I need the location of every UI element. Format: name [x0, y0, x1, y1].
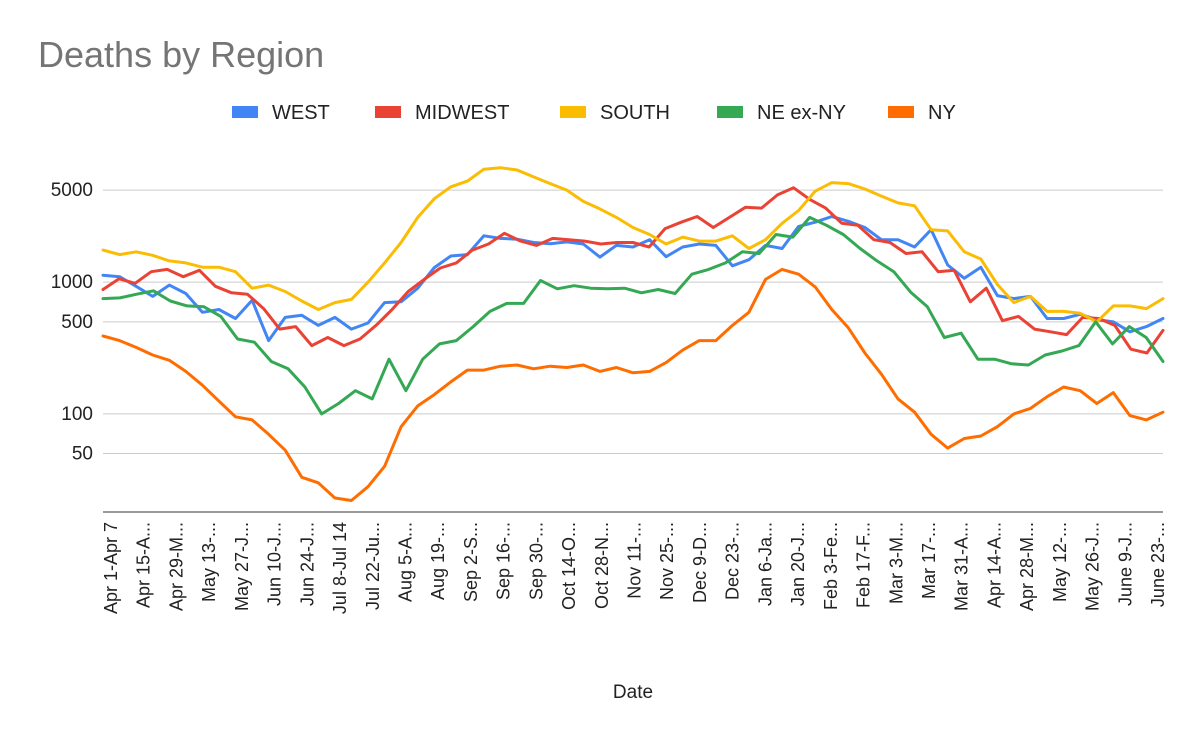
- x-tick-label: Feb 3-Fe...: [821, 522, 841, 610]
- x-tick-label: Nov 25-...: [657, 522, 677, 600]
- x-tick-label: Feb 17-F...: [854, 522, 874, 608]
- x-tick-label: Jul 8-Jul 14: [330, 522, 350, 614]
- x-tick-label: Aug 19-...: [428, 522, 448, 600]
- x-tick-label: May 27-J...: [232, 522, 252, 611]
- x-tick-label: Oct 14-O...: [559, 522, 579, 610]
- series-layer: [101, 166, 1165, 502]
- x-tick-label: May 26-J...: [1083, 522, 1103, 611]
- y-tick-label: 100: [61, 404, 93, 425]
- series-line-ny: [101, 267, 1165, 502]
- series-line-midwest: [101, 186, 1165, 355]
- x-tick-label: Apr 28-M...: [1017, 522, 1037, 611]
- legend-item-west: WEST: [232, 102, 330, 124]
- legend-swatch: [717, 106, 743, 118]
- legend-label: SOUTH: [600, 102, 670, 124]
- y-tick-label: 500: [61, 312, 93, 333]
- legend-item-south: SOUTH: [560, 102, 670, 124]
- x-axis-ticks: Apr 1-Apr 7 Apr 15-A... Apr 29-M... May 13-…: [101, 522, 1168, 614]
- legend-swatch: [560, 106, 586, 118]
- legend-label: NY: [928, 102, 956, 124]
- x-tick-label: Oct 28-N...: [592, 522, 612, 609]
- x-tick-label: Mar 3-M...: [886, 522, 906, 604]
- x-tick-label: Aug 5-A...: [395, 522, 415, 602]
- x-tick-label: May 13-...: [199, 522, 219, 602]
- y-tick-label: 50: [72, 444, 93, 465]
- x-tick-label: Apr 1-Apr 7: [101, 522, 121, 614]
- x-tick-label: Dec 23-...: [723, 522, 743, 600]
- legend-swatch: [375, 106, 401, 118]
- legend-item-ny: NY: [888, 102, 956, 124]
- x-tick-label: June 23-...: [1148, 522, 1168, 607]
- x-tick-label: Dec 9-D...: [690, 522, 710, 603]
- legend-label: WEST: [272, 102, 330, 124]
- legend-item-midwest: MIDWEST: [375, 102, 509, 124]
- x-tick-label: Apr 15-A...: [134, 522, 154, 608]
- legend-label: NE ex-NY: [757, 102, 846, 124]
- x-tick-label: Jun 24-J...: [297, 522, 317, 606]
- x-tick-label: Jun 10-J...: [265, 522, 285, 606]
- x-tick-label: Mar 31-A...: [952, 522, 972, 611]
- series-line-south: [101, 166, 1165, 324]
- chart-title: Deaths by Region: [38, 34, 325, 75]
- legend: WEST MIDWEST SOUTH NE ex-NY NY: [232, 102, 956, 124]
- axis-layer: 50 100 500 1000 5000: [51, 180, 1163, 513]
- x-axis-title: Date: [613, 682, 653, 703]
- y-tick-label: 1000: [51, 272, 93, 293]
- x-tick-label: Jan 20-J...: [788, 522, 808, 606]
- x-tick-label: Apr 29-M...: [166, 522, 186, 611]
- x-tick-label: Jan 6-Ja...: [755, 522, 775, 606]
- x-tick-label: June 9-J...: [1115, 522, 1135, 606]
- legend-swatch: [232, 106, 258, 118]
- x-tick-label: Mar 17-...: [919, 522, 939, 599]
- legend-swatch: [888, 106, 914, 118]
- series-line-ne-ex-ny: [101, 215, 1165, 416]
- x-tick-label: Sep 2-S...: [461, 522, 481, 602]
- legend-item-ne-ex-ny: NE ex-NY: [717, 102, 846, 124]
- x-tick-label: Jul 22-Ju...: [363, 522, 383, 610]
- series-line-west: [101, 215, 1165, 343]
- legend-label: MIDWEST: [415, 102, 509, 124]
- x-tick-label: May 12-...: [1050, 522, 1070, 602]
- x-tick-label: Sep 30-...: [526, 522, 546, 600]
- y-tick-label: 5000: [51, 180, 93, 201]
- grid-layer: [103, 189, 1163, 455]
- x-tick-label: Apr 14-A...: [984, 522, 1004, 608]
- x-tick-label: Nov 11-...: [625, 522, 645, 599]
- x-tick-label: Sep 16-...: [494, 522, 514, 600]
